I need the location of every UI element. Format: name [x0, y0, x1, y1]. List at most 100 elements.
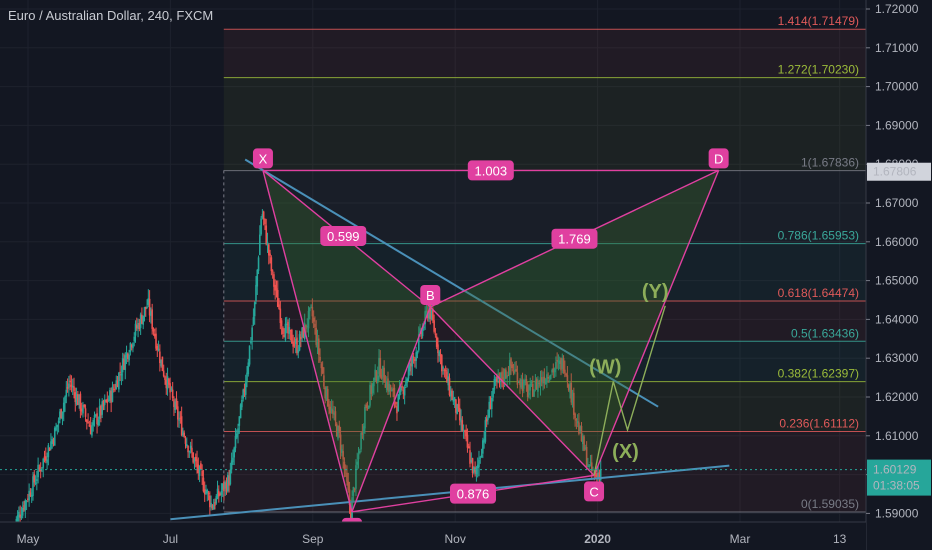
wave-projection[interactable]: (W) (X) (Y) [589, 281, 669, 476]
pattern-leg-ab [351, 306, 431, 513]
candle-body [579, 426, 582, 432]
candle-body [438, 351, 441, 356]
candle-body [574, 413, 576, 418]
fib-zone [223, 341, 867, 382]
candle-body [91, 425, 93, 436]
pattern-point-b-box [420, 284, 441, 305]
candle-body [41, 467, 43, 469]
candle-body [197, 464, 200, 474]
candle-body [200, 463, 202, 470]
candle-body [59, 411, 61, 420]
candle-body [557, 361, 560, 363]
candle-body [267, 244, 270, 256]
candle-body [219, 493, 221, 495]
candle-body [147, 298, 150, 305]
candle-body [205, 491, 207, 494]
candle-body [365, 404, 367, 408]
candle-body [271, 270, 274, 272]
candle-body [370, 385, 373, 394]
candle-body [110, 390, 112, 403]
candle-body [27, 498, 29, 500]
candle-body [325, 387, 328, 400]
price-tick-label: 1.61000 [875, 429, 919, 443]
pattern-leg-xa [262, 170, 353, 513]
fib-zone [223, 381, 867, 432]
candle-body [351, 497, 353, 520]
candle-body [598, 472, 601, 479]
candle-body [16, 514, 19, 522]
candle-body [229, 469, 232, 485]
candle-body [98, 406, 101, 419]
candle-body [251, 327, 253, 341]
candle-body [43, 456, 46, 458]
pattern-ratio-label-box [320, 225, 367, 246]
candle-body [444, 370, 447, 372]
candle-body [448, 378, 451, 396]
candle-body [129, 342, 132, 353]
candle-body [70, 384, 73, 387]
wave-label-2: (Y) [642, 281, 669, 303]
candle-body [302, 327, 305, 338]
candle-body [533, 390, 535, 397]
candle-body [380, 375, 383, 379]
candle-body [298, 334, 301, 351]
candle-body [446, 371, 448, 383]
trendlines[interactable] [170, 158, 730, 521]
candle-body [467, 446, 470, 449]
candle-body [189, 445, 192, 449]
candle-body [32, 476, 34, 496]
candle-body [419, 328, 421, 334]
candle-body [100, 405, 102, 416]
candle-body [92, 420, 95, 426]
candle-body [343, 461, 346, 470]
candle-body [221, 483, 224, 490]
candle-body [74, 392, 77, 403]
fib-price-tag-box [867, 162, 931, 181]
candle-body [394, 402, 397, 404]
candle-body [125, 352, 128, 358]
candle-body [501, 371, 503, 380]
candle-body [566, 375, 569, 382]
candle-body [456, 404, 458, 414]
candle-body [209, 495, 211, 508]
candle-body [548, 380, 551, 382]
candle-body [493, 378, 496, 390]
candle-body [60, 409, 62, 419]
candle-body [52, 439, 55, 444]
candle-body [424, 311, 426, 325]
candle-body [247, 362, 250, 375]
candle-body [473, 466, 475, 472]
candle-body [494, 379, 497, 382]
price-tick-label: 1.62000 [875, 390, 919, 404]
pattern-ratio-label: 0.876 [457, 487, 490, 502]
time-tick-label: Jul [163, 532, 178, 546]
candle-body [20, 515, 23, 519]
time-axis[interactable]: May Jul Sep Nov 2020 Mar 13 [0, 521, 866, 550]
fib-level-label: 1.414(1.71479) [778, 14, 859, 28]
candle-body [183, 432, 186, 437]
candle-body [283, 334, 285, 338]
candle-body [321, 366, 324, 374]
candle-body [535, 379, 538, 390]
pattern-leg-bc [429, 306, 595, 476]
candle-body [530, 382, 533, 384]
candle-body [570, 382, 573, 403]
candle-body [276, 290, 279, 307]
pattern-ratio-label-box [467, 160, 514, 181]
fib-level-label: 0.786(1.65953) [778, 229, 859, 243]
candle-body [36, 479, 38, 481]
candle-body [103, 399, 106, 405]
candle-body [82, 405, 84, 414]
candle-body [371, 383, 374, 393]
candle-body [478, 459, 480, 468]
fib-zone [223, 77, 867, 171]
candle-body [460, 418, 462, 423]
candle-body [102, 400, 105, 407]
candle-body [165, 379, 168, 389]
fibonacci-zones [223, 29, 867, 513]
candle-body [292, 342, 294, 347]
fib-level-label: 0(1.59035) [801, 497, 859, 511]
time-tick-label: 2020 [584, 532, 611, 546]
